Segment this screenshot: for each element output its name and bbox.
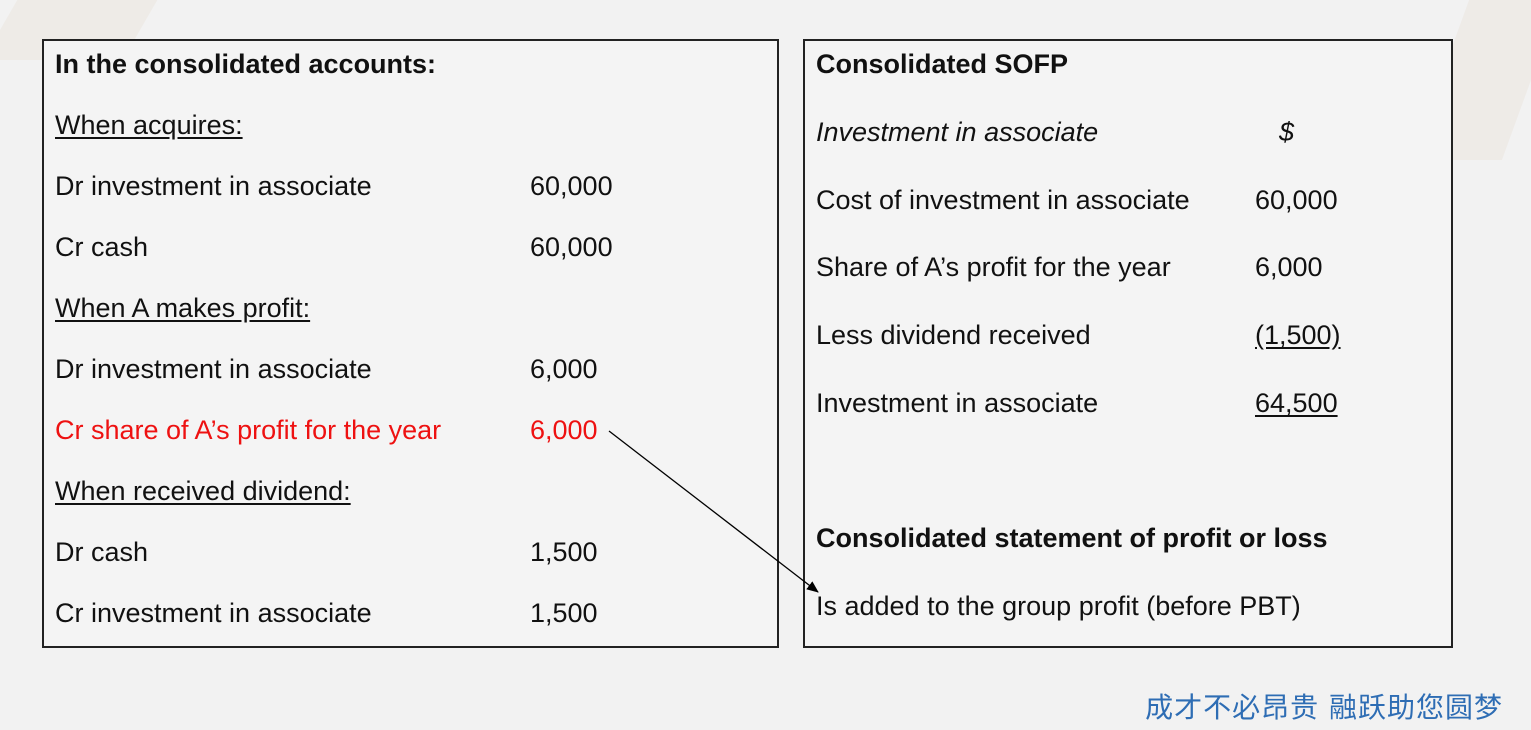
entry-amount: 1,500 bbox=[530, 537, 598, 567]
sofp-label: Cost of investment in associate bbox=[816, 185, 1190, 215]
note-text: Is added to the group profit (before PBT… bbox=[816, 591, 1301, 621]
heading-text: Consolidated statement of profit or loss bbox=[816, 523, 1328, 553]
sofp-label: Share of A’s profit for the year bbox=[816, 252, 1171, 282]
sofp-amount: 6,000 bbox=[1255, 252, 1323, 282]
subheading-text: Investment in associate bbox=[816, 117, 1099, 147]
section-label: When acquires: bbox=[55, 110, 243, 140]
entry-label: Dr cash bbox=[55, 537, 149, 567]
entry-label: Cr share of A’s profit for the year bbox=[55, 415, 442, 445]
heading-text: Consolidated SOFP bbox=[816, 49, 1069, 79]
section-label: When received dividend: bbox=[55, 476, 351, 506]
entry-amount: 60,000 bbox=[530, 171, 613, 201]
entry-label: Dr investment in associate bbox=[55, 354, 372, 384]
consolidated-sofp-panel: Consolidated SOFP Investment in associat… bbox=[803, 39, 1453, 648]
entry-amount: 60,000 bbox=[530, 232, 613, 262]
sofp-amount: (1,500) bbox=[1255, 320, 1341, 350]
sofp-amount: 60,000 bbox=[1255, 185, 1338, 215]
sofp-label: Less dividend received bbox=[816, 320, 1091, 350]
entry-amount: 6,000 bbox=[530, 415, 598, 445]
entry-label: Cr cash bbox=[55, 232, 149, 262]
heading-text: In the consolidated accounts: bbox=[55, 49, 437, 79]
entry-label: Cr investment in associate bbox=[55, 598, 372, 628]
section-label: When A makes profit: bbox=[55, 293, 311, 323]
sofp-label: Investment in associate bbox=[816, 388, 1099, 418]
entry-amount: 1,500 bbox=[530, 598, 598, 628]
entry-amount: 6,000 bbox=[530, 354, 598, 384]
slogan-text: 成才不必昂贵 融跃助您圆梦 bbox=[1145, 691, 1503, 724]
sofp-total-amount: 64,500 bbox=[1255, 388, 1338, 418]
journal-entries-panel: In the consolidated accounts: When acqui… bbox=[42, 39, 779, 648]
currency-label: $ bbox=[1279, 117, 1295, 147]
entry-label: Dr investment in associate bbox=[55, 171, 372, 201]
